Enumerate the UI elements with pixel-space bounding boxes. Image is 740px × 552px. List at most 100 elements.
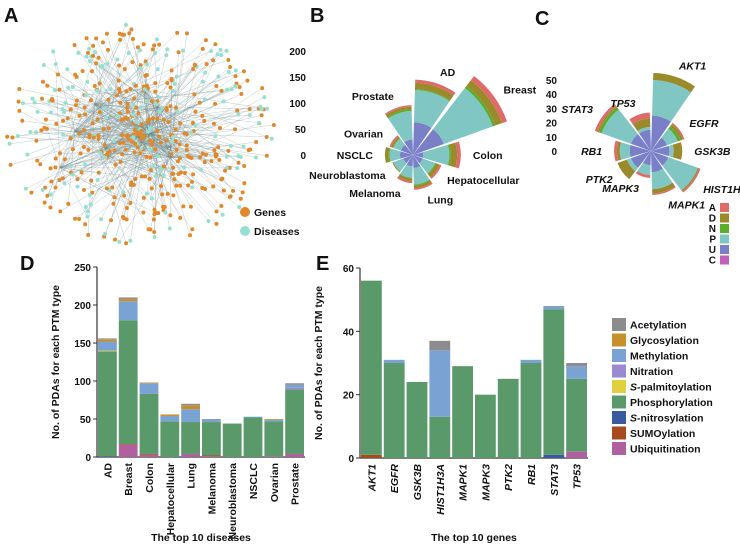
ptm-legend-label: Acetylation <box>630 320 687 332</box>
polar-legend-swatch <box>720 224 729 233</box>
gene-node <box>119 118 123 122</box>
gene-node <box>119 160 123 164</box>
gene-node <box>157 135 161 139</box>
disease-node <box>41 188 45 192</box>
polar-category-label: Hepatocellular <box>447 175 519 187</box>
disease-node <box>219 48 223 52</box>
disease-node <box>66 86 70 90</box>
gene-node <box>204 153 208 157</box>
gene-node <box>144 155 148 159</box>
disease-node <box>138 48 142 52</box>
gene-node <box>213 102 217 106</box>
bar-segment-phosphorylation <box>244 417 263 457</box>
gene-node <box>66 116 70 120</box>
panel-label-a: A <box>4 5 18 27</box>
disease-node <box>51 49 55 53</box>
gene-node <box>212 122 216 126</box>
disease-node <box>227 70 231 74</box>
bar-segment-methylation <box>384 360 405 363</box>
disease-node <box>16 134 20 138</box>
gene-node <box>105 186 109 190</box>
disease-node <box>128 239 132 243</box>
gene-node <box>183 131 187 135</box>
disease-node <box>25 152 29 156</box>
gene-node <box>81 69 85 73</box>
gene-node <box>94 36 98 40</box>
x-tick-label: Melanoma <box>206 463 218 515</box>
gene-node <box>79 151 83 155</box>
polar-legend-label: P <box>709 235 716 246</box>
bar-segment-ubiquitination <box>202 456 221 457</box>
gene-node <box>162 164 166 168</box>
disease-node <box>234 68 238 72</box>
disease-node <box>157 109 161 113</box>
gene-node <box>106 48 110 52</box>
gene-node <box>61 119 65 123</box>
gene-node <box>174 128 178 132</box>
gene-node <box>136 111 140 115</box>
disease-node <box>53 88 57 92</box>
disease-node <box>61 133 65 137</box>
bar-segment-phosphorylation <box>140 394 159 454</box>
y-tick-label: 20 <box>343 391 355 402</box>
gene-node <box>165 108 169 112</box>
gene-node <box>5 135 9 139</box>
gene-node <box>106 151 110 155</box>
disease-node <box>139 105 143 109</box>
gene-node <box>200 186 204 190</box>
x-axis-title: The top 10 diseases <box>151 532 251 544</box>
gene-node <box>179 171 183 175</box>
gene-node <box>178 216 182 220</box>
gene-node <box>151 116 155 120</box>
ptm-legend-label: Methylation <box>630 351 688 363</box>
gene-node <box>212 148 216 152</box>
gene-node <box>190 180 194 184</box>
gene-node <box>74 103 78 107</box>
disease-node <box>88 193 92 197</box>
x-tick-label: Hepatocellular <box>165 463 177 535</box>
network-edge <box>23 103 158 107</box>
gene-node <box>188 233 192 237</box>
disease-node <box>156 154 160 158</box>
disease-node <box>175 109 179 113</box>
disease-node <box>49 110 53 114</box>
disease-node <box>31 97 35 101</box>
disease-node <box>241 145 245 149</box>
disease-node <box>219 53 223 57</box>
disease-node <box>69 164 73 168</box>
gene-node <box>113 238 117 242</box>
gene-node <box>131 60 135 64</box>
genes-legend-dot <box>240 207 250 217</box>
ptm-legend-label: Phosphorylation <box>630 397 713 409</box>
disease-node <box>153 51 157 55</box>
gene-node <box>82 188 86 192</box>
gene-node <box>58 151 62 155</box>
disease-node <box>121 190 125 194</box>
bar-segment-methylation <box>244 417 263 418</box>
disease-node <box>151 164 155 168</box>
polar-category-label: RB1 <box>581 146 602 158</box>
bar-segment-phosphorylation <box>452 366 473 458</box>
gene-node <box>129 183 133 187</box>
y-tick-label: 0 <box>85 453 91 464</box>
gene-node <box>97 171 101 175</box>
gene-node <box>226 58 230 62</box>
gene-node <box>45 84 49 88</box>
gene-node <box>17 109 21 113</box>
disease-node <box>103 156 107 160</box>
gene-node <box>214 84 218 88</box>
gene-node <box>83 112 87 116</box>
polar-chart-genes: 01020304050AKT1EGFRGSK3BHIST1H3AMAPK1MAP… <box>546 60 740 211</box>
gene-node <box>73 217 77 221</box>
gene-node <box>169 78 173 82</box>
polar-category-label: Breast <box>503 84 536 96</box>
gene-node <box>237 161 241 165</box>
gene-node <box>171 166 175 170</box>
bar-segment-s-palmitoylation <box>98 351 117 352</box>
bar-segment-ubiquitination <box>566 452 587 458</box>
bar-segment-methylation <box>429 350 450 417</box>
gene-node <box>124 89 128 93</box>
gene-node <box>77 131 81 135</box>
bar-segment-phosphorylation <box>264 421 283 456</box>
